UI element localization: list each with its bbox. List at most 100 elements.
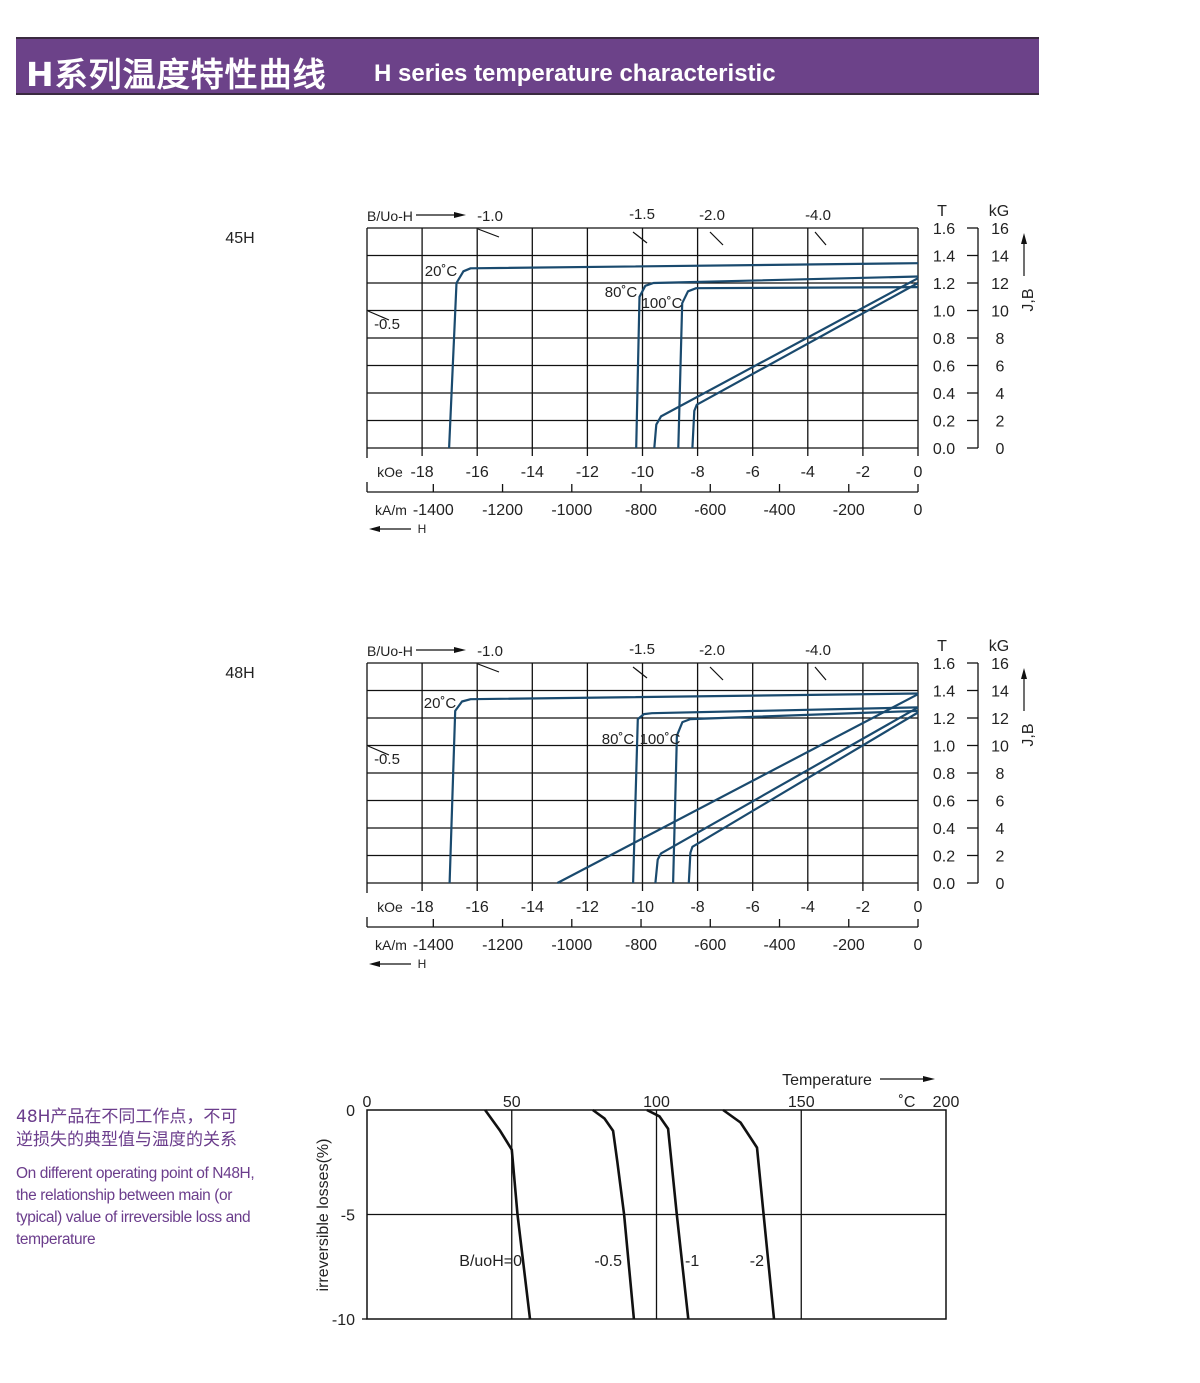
x-tick-label-koe: -2 <box>856 899 870 916</box>
arrow-left-icon <box>369 526 380 532</box>
series-line <box>646 1108 690 1320</box>
x-tick-label-kam: -600 <box>694 502 726 519</box>
y-tick-label-kg: 16 <box>991 656 1009 673</box>
series-label: 100˚C <box>642 295 683 312</box>
y-tick-label: -5 <box>341 1208 355 1225</box>
permeance-marker <box>367 310 390 321</box>
arrow-right-icon <box>923 1076 935 1082</box>
permeance-marker <box>814 666 827 681</box>
series-line <box>691 282 919 449</box>
series-line <box>632 706 919 884</box>
y-tick-label-t: 0.0 <box>933 876 955 893</box>
y-tick-label-kg: 4 <box>996 386 1005 403</box>
x-axis-unit: ˚C <box>899 1094 916 1111</box>
header-banner: H系列温度特性曲线 H series temperature character… <box>16 37 1039 95</box>
series-label: 100˚C <box>640 731 681 748</box>
title-english: H series temperature characteristic <box>374 60 776 87</box>
y-tick-label-kg: 10 <box>991 739 1009 756</box>
x-tick-label-kam: -1000 <box>551 502 592 519</box>
permeance-marker <box>477 228 500 238</box>
y-tick-label-kg: 12 <box>991 711 1009 728</box>
series-line <box>448 262 919 449</box>
y-tick-label-t: 0.4 <box>933 386 955 403</box>
y-tick-label-kg: 2 <box>996 414 1005 431</box>
chart-title: 48H <box>225 665 254 682</box>
side-note: 48H产品在不同工作点，不可 逆损失的典型值与温度的关系 On differen… <box>16 1106 276 1251</box>
y-tick-label-t: 0.6 <box>933 794 955 811</box>
y-tick-label-kg: 12 <box>991 276 1009 293</box>
y-tick-label-t: 0.4 <box>933 821 955 838</box>
permeance-marker <box>367 745 390 756</box>
y-tick-label-kg: 16 <box>991 221 1009 238</box>
x-tick-label-koe: -6 <box>746 899 760 916</box>
series-line <box>672 709 919 884</box>
y-unit-kg: kG <box>989 203 1009 220</box>
x-tick-label-kam: -800 <box>625 502 657 519</box>
x-tick-label-kam: -1400 <box>413 937 454 954</box>
series-label: 80˚C <box>605 284 638 301</box>
side-note-title-cn-line1: 48H产品在不同工作点，不可 <box>16 1107 238 1127</box>
y-axis-label: J,B <box>1020 288 1037 311</box>
series-line <box>653 277 919 449</box>
arrow-left-icon <box>369 961 380 967</box>
x-tick-label-kam: -200 <box>833 937 865 954</box>
permeance-label: -2.0 <box>699 207 725 224</box>
h-label: H <box>418 522 427 536</box>
x-tick-label-kam: -400 <box>764 502 796 519</box>
permeance-marker <box>632 666 648 679</box>
arrow-up-icon <box>1021 668 1027 679</box>
x-tick-label-kam: -1200 <box>482 502 523 519</box>
y-tick-label-kg: 14 <box>991 249 1009 266</box>
x-tick-label: 150 <box>788 1094 815 1111</box>
y-tick-label-kg: 2 <box>996 849 1005 866</box>
permeance-label: -0.5 <box>374 751 400 768</box>
side-note-title-cn-line2: 逆损失的典型值与温度的关系 <box>16 1130 237 1150</box>
series-line <box>484 1109 532 1320</box>
y-tick-label-t: 0.8 <box>933 331 955 348</box>
side-note-text-en: On different operating point of N48H, th… <box>16 1165 255 1248</box>
permeance-marker <box>632 231 648 244</box>
series-label: 20˚C <box>424 695 457 712</box>
x-tick-label: 100 <box>643 1094 670 1111</box>
x-tick-label-kam: -1000 <box>551 937 592 954</box>
permeance-label: -1.0 <box>477 208 503 225</box>
x-tick-label-koe: -18 <box>411 899 434 916</box>
y-unit-t: T <box>937 203 947 220</box>
x-tick-label-koe: -16 <box>466 464 489 481</box>
y-tick-label-t: 1.0 <box>933 304 955 321</box>
y-unit-t: T <box>937 638 947 655</box>
x-tick-label-koe: -8 <box>690 464 704 481</box>
x-tick-label-koe: -18 <box>411 464 434 481</box>
series-line <box>654 706 919 884</box>
y-tick-label-kg: 0 <box>996 876 1005 893</box>
permeance-label: -2.0 <box>699 642 725 659</box>
x-tick-label-koe: -10 <box>631 899 654 916</box>
x-tick-label-koe: -4 <box>801 899 815 916</box>
top-axis-label: B/Uo-H <box>367 208 413 224</box>
permeance-marker <box>814 231 827 246</box>
x-tick-label-koe: -10 <box>631 464 654 481</box>
y-tick-label-t: 1.2 <box>933 711 955 728</box>
y-tick-label: 0 <box>346 1103 355 1120</box>
y-tick-label-kg: 8 <box>996 766 1005 783</box>
series-label: 20˚C <box>425 263 458 280</box>
h-label: H <box>418 957 427 971</box>
y-tick-label-t: 0.2 <box>933 849 955 866</box>
x-tick-label: 50 <box>503 1094 521 1111</box>
permeance-marker <box>709 666 724 681</box>
series-line <box>592 1108 636 1320</box>
x-tick-label-kam: 0 <box>914 502 923 519</box>
arrow-right-icon <box>454 212 466 218</box>
arrow-up-icon <box>1021 233 1027 244</box>
arrow-right-icon <box>454 647 466 653</box>
chart-title: 45H <box>225 230 254 247</box>
x-tick-label-kam: -1200 <box>482 937 523 954</box>
permeance-label: -1.5 <box>629 206 655 223</box>
permeance-label: -0.5 <box>374 316 400 333</box>
y-tick-label-kg: 8 <box>996 331 1005 348</box>
y-axis-label: irreversible losses(%) <box>315 1139 332 1292</box>
x-tick-label-kam: -200 <box>833 502 865 519</box>
x-tick-label-koe: -4 <box>801 464 815 481</box>
series-line <box>687 711 919 884</box>
series-line <box>556 693 919 884</box>
